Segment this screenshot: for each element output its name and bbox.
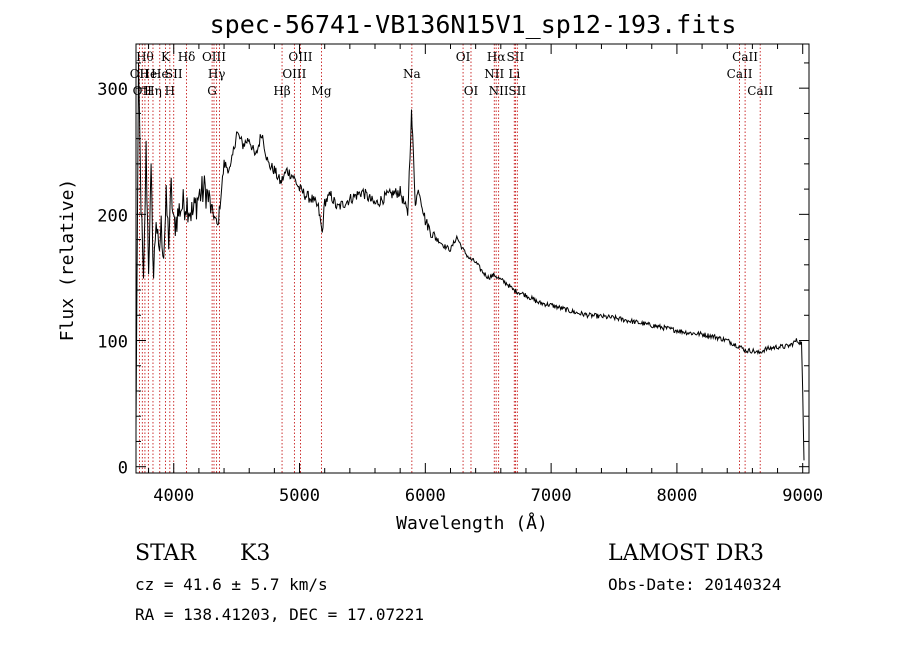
line-marker-label: CaII [747,84,773,98]
x-axis-label: Wavelength (Å) [396,512,548,534]
line-marker-label: He [151,67,169,81]
line-marker-label: OI [464,84,479,98]
spectrum-line [135,62,805,461]
line-markers: OIIOIIHθHeHηHeKHSIIHδGOIIIHγHβOIIIOIIIMg… [130,44,773,473]
x-axis: 4000 5000 6000 7000 8000 9000 [148,44,823,506]
survey-name: LAMOST DR3 [608,541,764,566]
y-axis-label: Flux (relative) [57,179,78,342]
line-marker-label: Hη [144,84,162,98]
x-tick-label: 4000 [153,486,194,506]
line-marker-label: SII [507,50,525,64]
line-marker-label: H [165,84,175,98]
line-marker-label: Hθ [136,50,154,64]
coordinates: RA = 138.41203, DEC = 17.07221 [135,605,424,624]
line-marker-label: Hα [487,50,506,64]
line-marker-label: Hγ [208,67,226,81]
line-marker-label: Na [403,67,421,81]
line-marker-label: K [161,50,171,64]
line-marker-label: OIII [282,67,306,81]
redshift-value: cz = 41.6 ± 5.7 km/s [135,575,328,594]
spectrum-series [135,62,805,461]
line-marker-label: OII [133,84,153,98]
line-marker-label: NII [489,84,509,98]
observation-date: Obs-Date: 20140324 [608,575,781,594]
line-marker-label: OIII [202,50,226,64]
line-marker-label: NII [484,67,504,81]
line-marker-label: CaII [727,67,753,81]
y-tick-label: 300 [97,80,128,100]
y-tick-label: 100 [97,333,128,353]
line-marker-label: SII [508,84,526,98]
y-tick-label: 0 [118,459,128,479]
line-marker-label: Hδ [178,50,196,64]
line-marker-label: OI [456,50,471,64]
x-tick-label: 7000 [531,486,572,506]
plot-frame [135,43,810,474]
line-marker-label: OII [130,67,150,81]
y-tick-label: 200 [97,206,128,226]
object-subclass: K3 [240,541,270,566]
chart-title: spec-56741-VB136N15V1_sp12-193.fits [210,10,737,39]
x-tick-label: 8000 [656,486,697,506]
line-marker-label: Li [508,67,520,81]
object-class: STAR [135,541,197,566]
line-marker-label: Hβ [273,84,290,98]
line-marker-label: OIII [288,50,312,64]
x-tick-label: 9000 [782,486,823,506]
line-marker-label: Mg [312,84,332,98]
line-marker-label: CaII [732,50,758,64]
x-tick-label: 6000 [405,486,446,506]
line-marker-label: SII [165,67,183,81]
x-tick-label: 5000 [279,486,320,506]
line-marker-label: G [207,84,217,98]
line-marker-label: He [140,67,158,81]
y-axis: 0 100 200 300 [97,62,809,479]
